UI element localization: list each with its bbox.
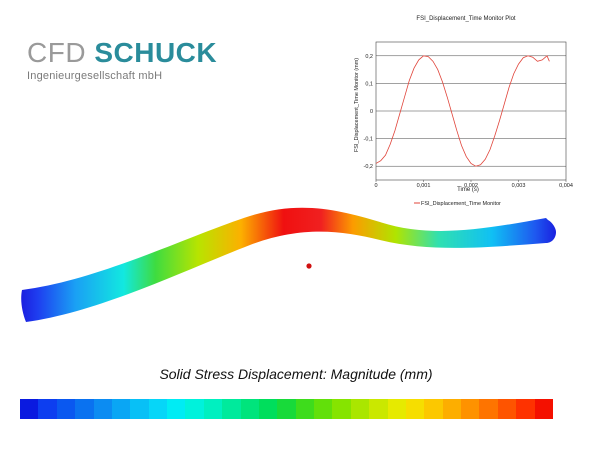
chart-legend: FSI_Displacement_Time Monitor	[414, 201, 501, 207]
logo-subtitle: Ingenieurgesellschaft mbH	[27, 70, 163, 82]
scale-segment	[56, 399, 76, 419]
scale-segment	[479, 399, 498, 419]
y-tick-label: -0,1	[364, 137, 373, 143]
y-tick-label: 0	[370, 109, 373, 115]
color-scale-bar	[20, 399, 553, 419]
logo-brand-cfd: CFD	[27, 37, 87, 68]
x-tick-label: 0	[374, 183, 377, 189]
scale-segment	[461, 399, 480, 419]
x-tick-label: 0,002	[464, 183, 478, 189]
scale-segment	[516, 399, 535, 419]
beam-body	[21, 207, 556, 322]
scale-segment	[148, 399, 167, 419]
chart-title: FSI_Displacement_Time Monitor Plot	[416, 16, 515, 22]
scale-segment	[93, 399, 112, 419]
x-tick-label: 0,004	[559, 183, 573, 189]
legend-label: FSI_Displacement_Time Monitor	[421, 201, 501, 207]
scale-segment	[130, 399, 149, 419]
probe-point	[306, 263, 312, 269]
scale-segment	[38, 399, 57, 419]
scale-segment	[203, 399, 223, 419]
scale-segment	[442, 399, 461, 419]
scale-segment	[497, 399, 517, 419]
deformed-beam-contour	[21, 207, 556, 322]
scale-segment	[424, 399, 443, 419]
y-tick-label: -0,2	[364, 164, 373, 170]
series-line	[375, 55, 550, 167]
displacement-time-plot: FSI_Displacement_Time Monitor Plot FSI_D…	[354, 16, 573, 207]
scale-segment	[314, 399, 333, 419]
scale-segment	[405, 399, 425, 419]
x-tick-label: 0,001	[417, 183, 431, 189]
y-tick-label: 0,1	[365, 81, 373, 87]
scale-segment	[20, 399, 39, 419]
scale-segment	[185, 399, 204, 419]
x-tick-label: 0,003	[512, 183, 526, 189]
logo-brand: CFD SCHUCK	[27, 38, 217, 68]
scale-segment	[111, 399, 131, 419]
scale-segment	[387, 399, 406, 419]
scale-segment	[167, 399, 186, 419]
legend-title: Solid Stress Displacement: Magnitude (mm…	[159, 366, 433, 382]
scale-segment	[277, 399, 296, 419]
scale-segment	[369, 399, 388, 419]
scale-segment	[258, 399, 278, 419]
scale-segment	[240, 399, 259, 419]
scale-segment	[295, 399, 314, 419]
scale-segment	[332, 399, 351, 419]
scale-segment	[222, 399, 241, 419]
company-logo: CFD SCHUCK Ingenieurgesellschaft mbH	[27, 38, 217, 83]
logo-brand-schuck: SCHUCK	[94, 37, 218, 68]
x-axis-label: Time (s)	[457, 187, 479, 193]
y-tick-label: 0,2	[365, 54, 373, 60]
scale-segment	[350, 399, 370, 419]
plot-area: -0,2 -0,1 0 0,1 0,2 0 0,001 0,002 0,003 0,004	[364, 41, 573, 189]
y-axis-label: FSI_Displacement_Time Monitor (mm)	[354, 58, 360, 152]
scale-segment	[75, 399, 94, 419]
scale-segment	[534, 399, 553, 419]
